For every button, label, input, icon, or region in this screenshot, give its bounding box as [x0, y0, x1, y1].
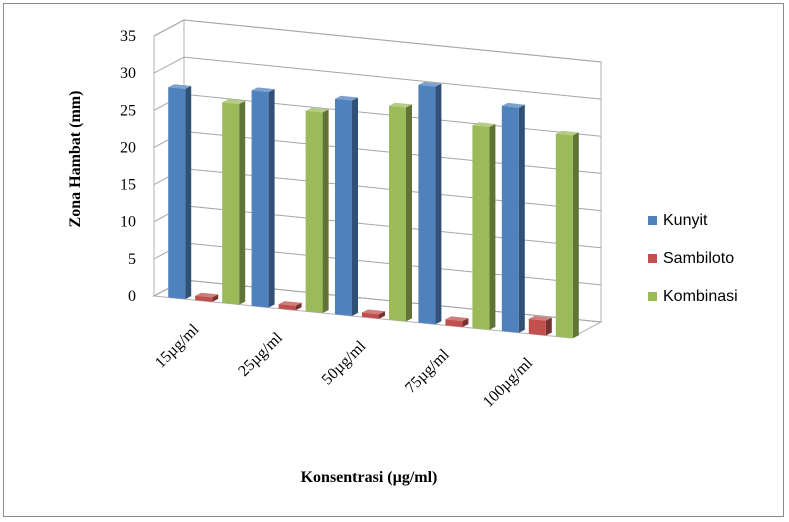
legend-label: Kombinasi [663, 288, 738, 305]
legend-swatch [648, 292, 657, 301]
x-tick-label: 25µg/ml [235, 329, 286, 380]
y-tick-label: 15 [120, 177, 136, 194]
gridline [153, 130, 602, 174]
x-tick-label: 15µg/ml [152, 321, 203, 372]
legend-item-kombinasi: Kombinasi [648, 288, 738, 305]
chart-frame: 0 5 10 15 20 25 30 35 15µg/ml 25µg/ml 50µg/ml 75µg… [3, 3, 784, 517]
gridline [153, 19, 602, 63]
bar-sambiloto-5 [528, 315, 552, 336]
gridlines [153, 19, 602, 323]
gridline [153, 93, 602, 137]
legend-label: Kunyit [663, 212, 708, 229]
x-tick-label: 75µg/ml [402, 346, 453, 397]
bar-sambiloto-2 [278, 301, 302, 311]
gridline [153, 205, 602, 249]
legend-swatch [648, 216, 657, 225]
x-tick-label: 50µg/ml [319, 337, 370, 388]
x-tick-label: 100µg/ml [480, 354, 537, 411]
bar-sambiloto-3 [362, 309, 385, 319]
y-tick-label: 25 [120, 102, 136, 119]
x-axis-ticks: 15µg/ml 25µg/ml 50µg/ml 75µg/ml 100µg/ml [152, 321, 537, 411]
y-tick-label: 35 [120, 28, 136, 45]
legend-swatch [648, 254, 657, 263]
gridline [153, 56, 602, 100]
bar-kombinasi-3 [389, 102, 412, 322]
bar-kunyit-1 [168, 84, 192, 300]
legend-item-sambiloto: Sambiloto [648, 250, 734, 267]
bar-kombinasi-4 [472, 122, 496, 330]
legend: Kunyit Sambiloto Kombinasi [648, 212, 738, 305]
bar-kombinasi-2 [305, 107, 329, 314]
y-tick-label: 10 [120, 214, 136, 231]
bar-chart: 0 5 10 15 20 25 30 35 15µg/ml 25µg/ml 50µg/ml 75µg… [67, 19, 738, 486]
bar-sambiloto-4 [445, 316, 469, 328]
bars [168, 81, 579, 339]
x-axis-title: Konsentrasi (µg/ml) [301, 469, 438, 486]
gridline [153, 242, 602, 286]
bar-kunyit-2 [251, 87, 275, 308]
chart-walls [152, 19, 603, 339]
y-tick-label: 0 [128, 288, 136, 305]
bar-kombinasi-5 [555, 130, 579, 339]
bar-kunyit-5 [501, 102, 525, 333]
bar-kunyit-3 [335, 95, 358, 316]
y-axis-title: Zona Hambat (mm) [67, 91, 84, 228]
y-tick-label: 30 [120, 65, 136, 82]
legend-item-kunyit: Kunyit [648, 212, 708, 229]
y-tick-label: 5 [128, 251, 136, 268]
bar-kunyit-4 [418, 81, 442, 325]
y-tick-label: 20 [120, 139, 136, 156]
gridline [153, 168, 602, 212]
bar-sambiloto-1 [195, 292, 219, 302]
y-axis-ticks: 0 5 10 15 20 25 30 35 [120, 28, 136, 305]
bar-kombinasi-1 [222, 99, 246, 305]
legend-label: Sambiloto [663, 250, 734, 267]
